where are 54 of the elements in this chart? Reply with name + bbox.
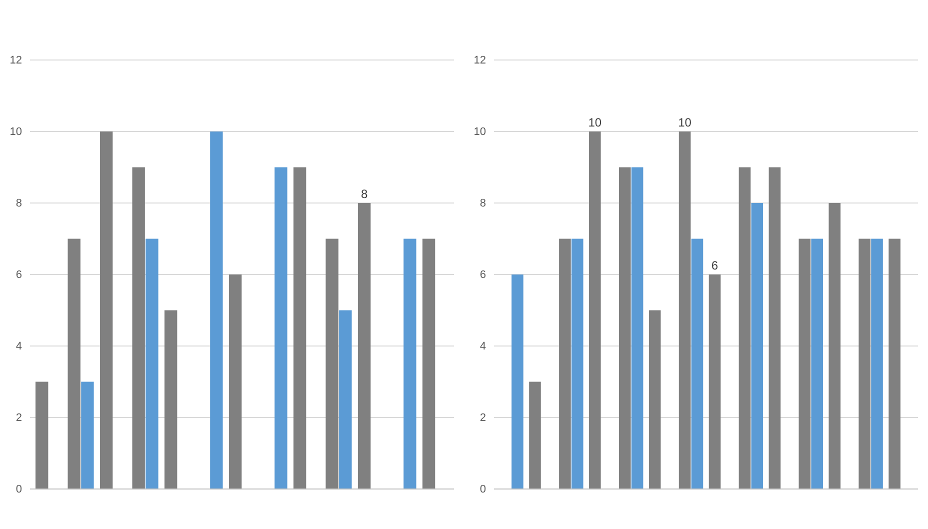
bar bbox=[512, 274, 524, 489]
bar bbox=[768, 167, 781, 489]
bar bbox=[132, 167, 145, 489]
y-tick-label: 0 bbox=[480, 484, 486, 496]
bar bbox=[828, 203, 841, 489]
bar bbox=[571, 238, 584, 489]
bar bbox=[404, 238, 416, 489]
y-tick-label: 12 bbox=[474, 54, 486, 67]
data-label: 6 bbox=[711, 258, 718, 272]
bar bbox=[618, 167, 631, 489]
bar bbox=[210, 132, 223, 489]
bar bbox=[146, 238, 158, 489]
bar bbox=[888, 238, 900, 489]
bar bbox=[293, 167, 306, 489]
bar bbox=[326, 238, 338, 489]
bar bbox=[529, 382, 541, 489]
y-tick-label: 8 bbox=[16, 198, 22, 210]
bar bbox=[678, 132, 691, 489]
data-label: 10 bbox=[588, 116, 602, 130]
y-tick-label: 0 bbox=[16, 484, 22, 496]
y-tick-label: 4 bbox=[16, 340, 22, 353]
bar bbox=[691, 238, 704, 489]
bar bbox=[68, 238, 80, 489]
data-label: 10 bbox=[678, 116, 692, 130]
bar bbox=[81, 382, 94, 489]
bar bbox=[648, 310, 661, 489]
y-tick-label: 8 bbox=[480, 198, 486, 210]
data-label: 8 bbox=[360, 187, 368, 201]
bar bbox=[589, 132, 601, 489]
y-tick-label: 6 bbox=[480, 269, 486, 282]
bar bbox=[422, 238, 436, 489]
bar bbox=[36, 382, 48, 489]
bar bbox=[751, 203, 764, 489]
bar bbox=[164, 310, 178, 489]
bar bbox=[339, 310, 352, 489]
bar bbox=[100, 132, 113, 489]
bar bbox=[358, 203, 371, 489]
y-tick-label: 10 bbox=[474, 126, 486, 138]
y-tick-label: 4 bbox=[480, 340, 486, 353]
bar bbox=[708, 274, 721, 489]
y-tick-label: 2 bbox=[480, 412, 486, 424]
bar bbox=[738, 167, 751, 489]
bar bbox=[811, 238, 823, 489]
y-tick-label: 2 bbox=[16, 412, 22, 424]
bar bbox=[871, 238, 883, 489]
bar bbox=[631, 167, 644, 489]
bar bbox=[559, 238, 571, 489]
bar bbox=[858, 238, 870, 489]
y-tick-label: 6 bbox=[16, 269, 22, 282]
bar bbox=[228, 274, 242, 489]
y-tick-label: 10 bbox=[10, 126, 22, 138]
y-tick-label: 12 bbox=[10, 54, 22, 67]
bar bbox=[274, 167, 288, 489]
bar bbox=[798, 238, 811, 489]
